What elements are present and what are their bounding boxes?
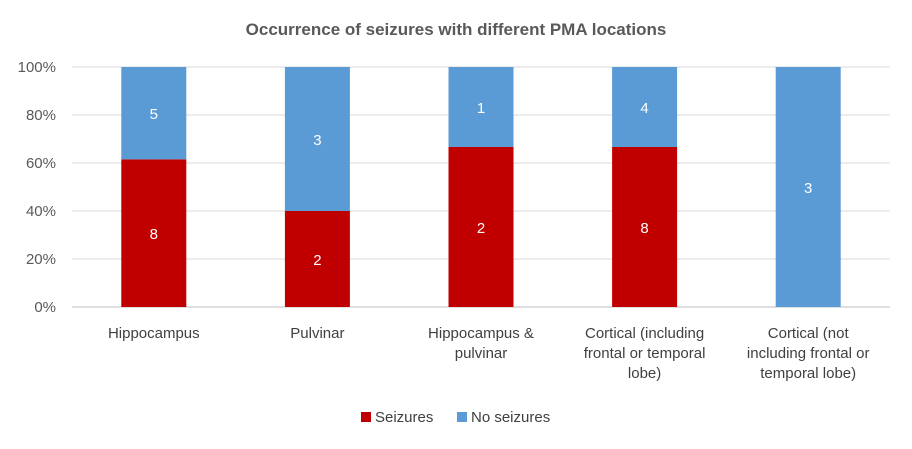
legend-swatch xyxy=(361,412,371,422)
x-category-label: Cortical (not including frontal or tempora… xyxy=(747,325,870,382)
bar-segment xyxy=(448,147,514,307)
data-label: 4 xyxy=(640,100,648,117)
bar-segment xyxy=(448,67,514,147)
data-label: 3 xyxy=(313,132,321,149)
y-tick-label: 80% xyxy=(26,107,56,124)
data-label: 2 xyxy=(313,252,321,269)
bar-segment xyxy=(612,147,678,307)
data-label: 8 xyxy=(150,226,158,243)
legend-swatch xyxy=(457,412,467,422)
bars xyxy=(121,67,841,307)
data-label: 5 xyxy=(150,106,158,123)
y-tick-label: 0% xyxy=(34,299,56,316)
x-category-label: Cortical (including frontal or temporal lo… xyxy=(584,325,706,382)
chart-title: Occurrence of seizures with different PM… xyxy=(246,20,667,39)
legend-label: Seizures xyxy=(375,409,433,426)
data-label: 2 xyxy=(477,220,485,237)
data-label: 1 xyxy=(477,100,485,117)
x-axis-labels: Hippocampus Pulvinar Hippocampus & pulvinar… xyxy=(108,325,870,382)
x-category-label: Hippocampus & pulvinar xyxy=(428,325,534,362)
data-labels: 8 5 2 3 2 1 8 4 3 xyxy=(150,100,813,269)
y-axis-ticks: 0% 20% 40% 60% 80% 100% xyxy=(18,59,56,316)
data-label: 8 xyxy=(640,220,648,237)
y-tick-label: 40% xyxy=(26,203,56,220)
x-category-label: Pulvinar xyxy=(290,325,344,342)
bar-segment xyxy=(284,67,350,211)
bar-segment xyxy=(284,211,350,307)
y-tick-label: 100% xyxy=(18,59,56,76)
bar-segment xyxy=(612,67,678,147)
y-tick-label: 60% xyxy=(26,155,56,172)
legend-label: No seizures xyxy=(471,409,550,426)
x-category-label: Hippocampus xyxy=(108,325,200,342)
bar-segment xyxy=(121,159,187,307)
data-label: 3 xyxy=(804,180,812,197)
y-tick-label: 20% xyxy=(26,251,56,268)
bar-segment xyxy=(775,67,841,307)
bar-segment xyxy=(121,67,187,160)
legend: Seizures No seizures xyxy=(361,409,550,426)
